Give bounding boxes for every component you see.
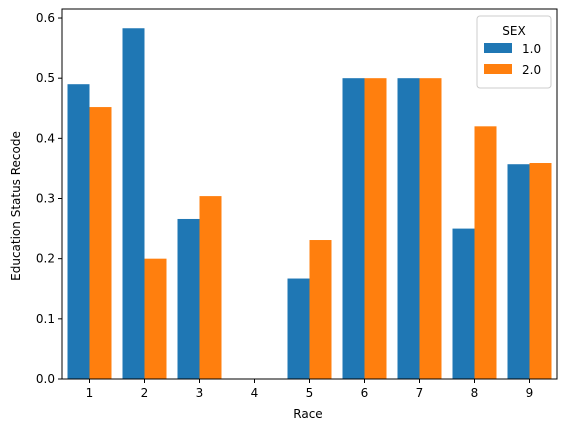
bar-race-6-sex-1-0 <box>342 78 365 380</box>
y-tick-label: 0.2 <box>36 252 55 266</box>
x-tick-label: 4 <box>251 386 259 400</box>
y-tick-label: 0.1 <box>36 312 55 326</box>
legend-swatch-2-0 <box>484 64 512 74</box>
bar-race-5-sex-2-0 <box>309 240 332 379</box>
x-tick-label: 2 <box>141 386 149 400</box>
bar-race-2-sex-1-0 <box>122 28 145 379</box>
bar-race-1-sex-1-0 <box>67 84 90 380</box>
bar-race-8-sex-1-0 <box>452 228 475 379</box>
axes-layer: 1 2 3 4 5 6 7 8 9 0.0 0.1 0.2 0.3 0.4 0.5 0.6 <box>36 8 558 400</box>
x-tick-label: 3 <box>196 386 204 400</box>
bar-race-6-sex-2-0 <box>364 78 387 380</box>
y-tick-label: 0.6 <box>36 11 55 25</box>
x-tick-label: 6 <box>361 386 369 400</box>
bars-layer <box>67 28 552 380</box>
bar-race-3-sex-1-0 <box>177 218 200 379</box>
legend-label-1-0: 1.0 <box>522 42 541 56</box>
x-tick-label: 5 <box>306 386 314 400</box>
y-axis-label: Education Status Recode <box>9 131 23 281</box>
bar-race-9-sex-2-0 <box>529 163 552 379</box>
y-tick-label: 0.5 <box>36 71 55 85</box>
bar-race-2-sex-2-0 <box>144 258 167 379</box>
bar-race-7-sex-2-0 <box>419 78 442 380</box>
bar-race-3-sex-2-0 <box>199 196 222 379</box>
x-axis-label: Race <box>293 407 322 421</box>
x-tick-label: 7 <box>416 386 424 400</box>
legend-swatch-1-0 <box>484 43 512 53</box>
plot-frame <box>61 8 558 380</box>
y-tick-label: 0.4 <box>36 131 55 145</box>
bar-race-1-sex-2-0 <box>89 107 112 380</box>
bar-race-7-sex-1-0 <box>397 78 420 380</box>
legend: SEX 1.0 2.0 <box>476 15 552 89</box>
x-tick-label: 9 <box>526 386 534 400</box>
bar-race-5-sex-1-0 <box>287 278 310 379</box>
legend-title: SEX <box>502 24 525 38</box>
y-tick-label: 0.3 <box>36 192 55 206</box>
x-tick-label: 1 <box>86 386 94 400</box>
legend-label-2-0: 2.0 <box>522 63 541 77</box>
bar-race-9-sex-1-0 <box>507 164 530 379</box>
x-tick-label: 8 <box>471 386 479 400</box>
bar-race-8-sex-2-0 <box>474 126 497 379</box>
y-tick-label: 0.0 <box>36 372 55 386</box>
